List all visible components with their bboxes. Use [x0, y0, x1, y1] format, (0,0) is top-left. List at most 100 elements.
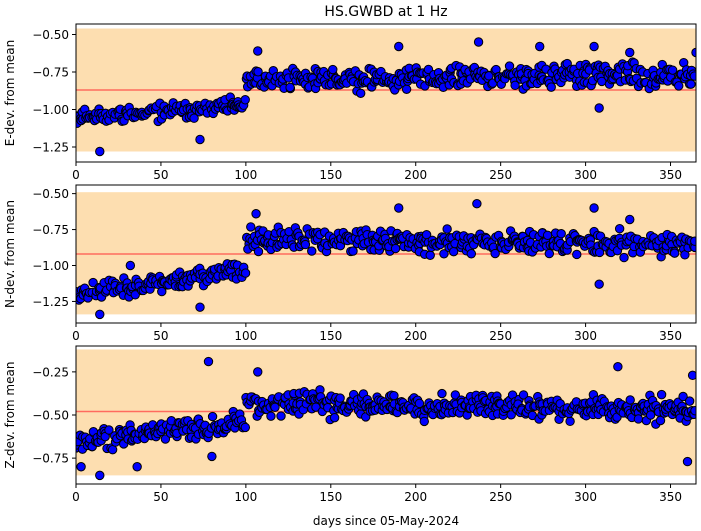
data-point	[674, 81, 684, 91]
data-point	[689, 71, 696, 81]
data-point	[614, 224, 625, 234]
data-point	[157, 286, 167, 297]
data-point	[450, 390, 461, 400]
x-tick-label: 200	[404, 329, 427, 343]
y-tick-label: −1.00	[32, 259, 69, 273]
data-point	[439, 249, 449, 259]
data-point	[613, 362, 623, 372]
data-point	[490, 248, 500, 259]
x-axis-label: days since 05-May-2024	[313, 514, 459, 528]
data-point	[594, 279, 604, 289]
data-point	[669, 248, 680, 258]
data-point	[684, 396, 695, 406]
x-tick-label: 250	[489, 490, 512, 504]
data-point	[466, 249, 476, 259]
data-point	[625, 214, 635, 225]
data-point	[625, 395, 635, 405]
x-tick-label: 50	[153, 168, 168, 182]
data-point	[246, 222, 256, 232]
x-tick-label: 250	[489, 329, 512, 343]
data-point	[473, 37, 484, 47]
data-point	[645, 410, 656, 420]
x-tick-label: 150	[319, 329, 342, 343]
data-point	[88, 277, 98, 288]
data-point	[556, 229, 566, 239]
data-point	[240, 422, 251, 433]
data-point	[690, 406, 696, 416]
x-tick-label: 300	[574, 329, 597, 343]
plot-area	[76, 192, 696, 320]
data-point	[678, 391, 688, 402]
data-point	[572, 249, 582, 260]
x-tick-label: 300	[574, 490, 597, 504]
data-point	[125, 260, 136, 271]
data-point	[535, 41, 545, 52]
data-point	[251, 209, 261, 219]
chart-title: HS.GWBD at 1 Hz	[324, 4, 447, 20]
x-tick-label: 300	[574, 168, 597, 182]
data-point	[240, 95, 250, 105]
data-point	[95, 309, 105, 320]
data-point	[565, 416, 575, 427]
data-point	[270, 402, 280, 412]
y-tick-label: −0.50	[32, 187, 69, 201]
data-point	[686, 79, 696, 89]
x-tick-label: 50	[153, 490, 168, 504]
data-point	[76, 462, 86, 472]
y-tick-label: −0.75	[32, 66, 69, 80]
y-axis-label: Z-dev. from mean	[3, 362, 17, 469]
data-point	[655, 415, 666, 426]
data-point	[656, 389, 667, 400]
data-point	[207, 411, 218, 422]
data-point	[425, 250, 435, 260]
data-point	[682, 456, 693, 467]
data-point	[667, 65, 678, 75]
data-point	[504, 61, 515, 71]
x-tick-label: 150	[319, 490, 342, 504]
data-point	[390, 243, 401, 254]
data-point	[160, 434, 171, 444]
data-point	[132, 462, 142, 472]
y-tick-label: −0.75	[32, 452, 69, 466]
x-tick-label: 0	[72, 329, 80, 343]
data-point	[329, 412, 340, 423]
data-point	[253, 367, 263, 377]
data-point	[300, 239, 311, 250]
x-tick-label: 200	[404, 168, 427, 182]
data-point	[95, 470, 105, 481]
data-point	[240, 268, 251, 278]
panel-z: 0 50 100 150 200 250 300 350 −0.75 −0.50 −0.25 Z-de…	[3, 345, 697, 504]
data-point	[394, 41, 404, 52]
data-point	[401, 84, 412, 94]
panel-e: 0 50 100 150 200 250 300 350 −1.25 −1.00 −0.75 −0.5…	[3, 23, 697, 182]
data-point	[285, 82, 295, 93]
data-point	[619, 252, 629, 263]
x-tick-label: 100	[234, 168, 257, 182]
data-point	[506, 410, 516, 420]
data-point	[544, 248, 555, 259]
data-point	[307, 246, 317, 256]
y-tick-label: −0.50	[32, 409, 69, 423]
data-point	[589, 203, 599, 213]
data-point	[189, 113, 199, 123]
data-point	[546, 82, 556, 92]
y-tick-label: −0.75	[32, 223, 69, 237]
data-point	[253, 67, 263, 77]
data-point	[356, 88, 366, 98]
data-point	[95, 146, 105, 157]
panels: 0 50 100 150 200 250 300 350 −1.25 −1.00 −0.75 −0.5…	[3, 23, 697, 504]
data-point	[633, 414, 644, 424]
x-tick-label: 200	[404, 490, 427, 504]
data-point	[253, 246, 264, 257]
x-tick-label: 150	[319, 168, 342, 182]
y-tick-label: −1.25	[32, 295, 69, 309]
data-point	[472, 198, 482, 209]
x-tick-label: 250	[489, 168, 512, 182]
x-tick-label: 50	[153, 329, 168, 343]
y-tick-label: −0.25	[32, 365, 69, 379]
data-point	[518, 390, 529, 400]
data-point	[203, 356, 214, 367]
data-point	[414, 398, 425, 409]
data-point	[419, 416, 429, 427]
